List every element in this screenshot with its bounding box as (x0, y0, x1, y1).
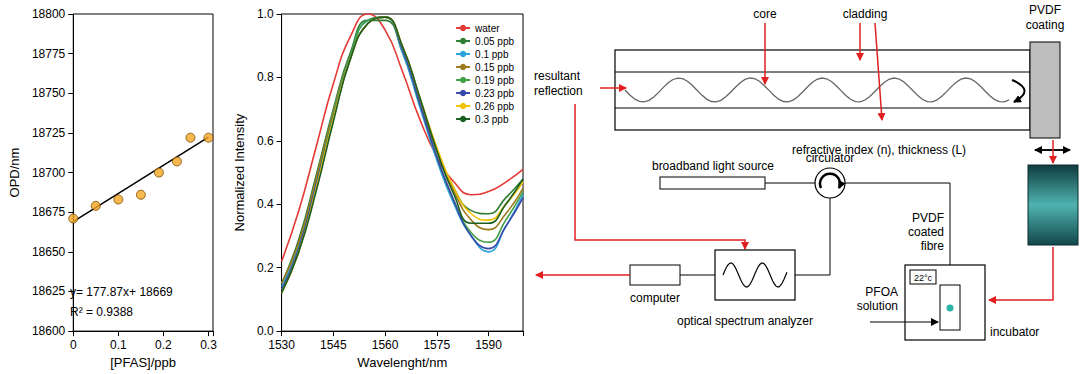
svg-text:PVDF: PVDF (912, 211, 944, 225)
svg-text:PFOA: PFOA (865, 285, 898, 299)
svg-text:0.2: 0.2 (155, 338, 172, 352)
svg-text:1560: 1560 (372, 338, 399, 352)
svg-text:18650: 18650 (32, 245, 66, 259)
svg-text:0.1 ppb: 0.1 ppb (475, 49, 509, 60)
svg-text:cladding: cladding (843, 7, 888, 21)
svg-text:solution: solution (857, 299, 898, 313)
svg-text:1545: 1545 (320, 338, 347, 352)
svg-text:circulator: circulator (806, 151, 855, 165)
svg-text:0.2: 0.2 (257, 261, 274, 275)
svg-text:Normalized Intensity: Normalized Intensity (232, 113, 247, 231)
svg-text:22°c: 22°c (914, 273, 933, 283)
svg-text:y= 177.87x+ 18669: y= 177.87x+ 18669 (70, 285, 173, 299)
svg-text:fibre: fibre (921, 239, 945, 253)
svg-text:refractive index (n), thicknes: refractive index (n), thickness (L) (792, 143, 967, 157)
svg-text:0.0: 0.0 (257, 324, 274, 338)
svg-text:core: core (753, 7, 777, 21)
svg-text:OPD/nm: OPD/nm (7, 148, 22, 198)
svg-text:PVDF: PVDF (1029, 3, 1061, 17)
svg-text:computer: computer (630, 291, 680, 305)
svg-text:18600: 18600 (32, 324, 66, 338)
svg-text:Wavelenght/nm: Wavelenght/nm (357, 355, 447, 370)
svg-text:18700: 18700 (32, 166, 66, 180)
svg-text:0.1: 0.1 (110, 338, 127, 352)
svg-text:0.15 ppb: 0.15 ppb (475, 62, 514, 73)
svg-text:broadband light source: broadband light source (652, 159, 774, 173)
svg-text:water: water (474, 23, 500, 34)
svg-text:0.19 ppb: 0.19 ppb (475, 75, 514, 86)
svg-text:incubator: incubator (990, 325, 1039, 339)
svg-text:0.05 ppb: 0.05 ppb (475, 36, 514, 47)
svg-text:0.3 ppb: 0.3 ppb (475, 114, 509, 125)
svg-text:1530: 1530 (268, 338, 295, 352)
svg-text:1590: 1590 (475, 338, 502, 352)
svg-text:resultant: resultant (534, 69, 581, 83)
svg-text:[PFAS]/ppb: [PFAS]/ppb (110, 355, 176, 370)
svg-text:0.23 ppb: 0.23 ppb (475, 88, 514, 99)
svg-text:18625: 18625 (32, 284, 66, 298)
svg-text:18800: 18800 (32, 7, 66, 21)
svg-text:1.0: 1.0 (257, 7, 274, 21)
svg-text:0: 0 (70, 338, 77, 352)
svg-text:coating: coating (1026, 18, 1065, 32)
svg-text:1575: 1575 (423, 338, 450, 352)
svg-text:18675: 18675 (32, 205, 66, 219)
svg-text:0.8: 0.8 (257, 70, 274, 84)
svg-text:18750: 18750 (32, 86, 66, 100)
svg-text:0.6: 0.6 (257, 134, 274, 148)
svg-text:18725: 18725 (32, 126, 66, 140)
svg-text:0.4: 0.4 (257, 197, 274, 211)
svg-text:R² = 0.9388: R² = 0.9388 (70, 305, 133, 319)
svg-text:0.26 ppb: 0.26 ppb (475, 101, 514, 112)
svg-text:reflection: reflection (534, 84, 583, 98)
svg-text:0.3: 0.3 (200, 338, 217, 352)
svg-text:optical spectrum analyzer: optical spectrum analyzer (677, 314, 813, 328)
svg-text:coated: coated (908, 225, 944, 239)
svg-text:18775: 18775 (32, 47, 66, 61)
